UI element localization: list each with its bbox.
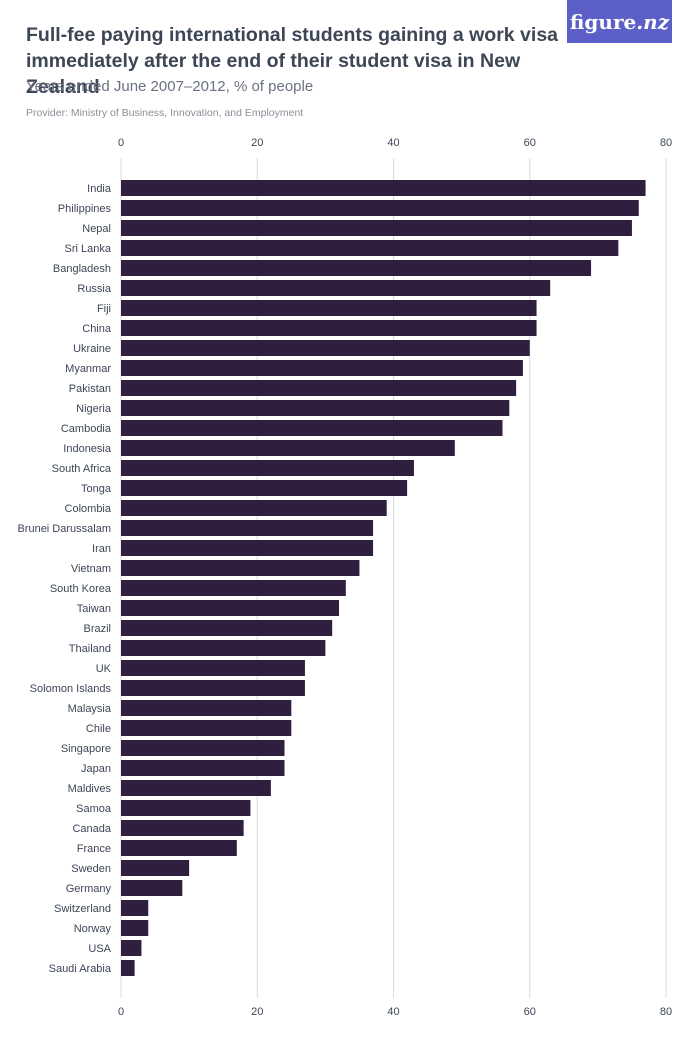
x-tick-label-top: 40 (387, 137, 399, 149)
category-label: Fiji (97, 303, 111, 315)
x-tick-label-bottom: 20 (251, 1006, 263, 1018)
x-tick-label-top: 0 (118, 137, 124, 149)
bar (121, 300, 537, 316)
bar (121, 320, 537, 336)
category-label: Iran (92, 543, 111, 555)
category-label: Sweden (71, 863, 111, 875)
category-label: Malaysia (68, 703, 112, 715)
bar (121, 960, 135, 976)
category-label: Nigeria (76, 403, 112, 415)
bar (121, 600, 339, 616)
category-label: Germany (66, 883, 112, 895)
bar (121, 540, 374, 556)
bar (121, 480, 408, 496)
bar (121, 680, 305, 696)
category-label: Philippines (58, 203, 112, 215)
bar (121, 700, 292, 716)
x-tick-label-top: 80 (660, 137, 672, 149)
category-label: Sri Lanka (65, 243, 112, 255)
bar (121, 840, 237, 856)
bar (121, 380, 517, 396)
category-label: Saudi Arabia (49, 963, 112, 975)
category-label: Norway (74, 923, 112, 935)
category-label: USA (88, 943, 111, 955)
bar (121, 260, 592, 276)
bar (121, 360, 523, 376)
x-tick-label-bottom: 40 (387, 1006, 399, 1018)
category-label: Tonga (81, 483, 112, 495)
category-label: Cambodia (61, 423, 112, 435)
x-tick-label-bottom: 60 (524, 1006, 536, 1018)
bar (121, 760, 285, 776)
category-label: UK (96, 663, 112, 675)
x-tick-label-bottom: 80 (660, 1006, 672, 1018)
category-label: Russia (77, 283, 112, 295)
bar (121, 420, 503, 436)
figure-nz-logo[interactable]: figure .nz (567, 0, 672, 43)
bar (121, 240, 619, 256)
category-label: Switzerland (54, 903, 111, 915)
bar (121, 920, 149, 936)
bar (121, 940, 142, 956)
category-label: South Africa (52, 463, 112, 475)
bar (121, 280, 551, 296)
category-label: Brazil (83, 623, 111, 635)
x-tick-label-top: 60 (524, 137, 536, 149)
bar (121, 200, 639, 216)
chart-title: Full-fee paying international students g… (26, 24, 559, 98)
bar (121, 220, 632, 236)
category-label: Thailand (69, 643, 111, 655)
category-label: Nepal (82, 223, 111, 235)
bar (121, 660, 305, 676)
bar (121, 860, 190, 876)
bar (121, 580, 346, 596)
category-label: Vietnam (71, 563, 111, 575)
category-label: Taiwan (77, 603, 111, 615)
bar (121, 340, 530, 356)
category-label: Japan (81, 763, 111, 775)
bar (121, 180, 646, 196)
bar (121, 720, 292, 736)
category-label: Brunei Darussalam (17, 523, 111, 535)
bar (121, 620, 333, 636)
category-label: Maldives (68, 783, 112, 795)
bar (121, 880, 183, 896)
category-label: Bangladesh (53, 263, 111, 275)
bar (121, 440, 455, 456)
bar (121, 740, 285, 756)
bar (121, 820, 244, 836)
data-provider: Provider: Ministry of Business, Innovati… (26, 107, 304, 119)
category-label: South Korea (50, 583, 112, 595)
bar (121, 400, 510, 416)
category-label: Chile (86, 723, 111, 735)
bar (121, 780, 271, 796)
category-label: Indonesia (63, 443, 112, 455)
category-label: Colombia (65, 503, 112, 515)
bar (121, 460, 414, 476)
category-label: Canada (72, 823, 111, 835)
bar (121, 800, 251, 816)
category-label: Pakistan (69, 383, 111, 395)
category-label: Solomon Islands (30, 683, 112, 695)
logo-suffix: .nz (636, 9, 670, 34)
bar (121, 900, 149, 916)
category-label: Myanmar (65, 363, 111, 375)
bar (121, 640, 326, 656)
category-label: Samoa (76, 803, 112, 815)
category-label: France (77, 843, 111, 855)
chart-subtitle: Years ended June 2007–2012, % of people (26, 78, 314, 95)
category-label: Ukraine (73, 343, 111, 355)
logo-text: figure (569, 9, 637, 34)
category-label: Singapore (61, 743, 111, 755)
bar (121, 520, 374, 536)
x-tick-label-bottom: 0 (118, 1006, 124, 1018)
category-label: China (82, 323, 112, 335)
x-tick-label-top: 20 (251, 137, 263, 149)
bar (121, 500, 387, 516)
category-label: India (87, 183, 112, 195)
bar (121, 560, 360, 576)
